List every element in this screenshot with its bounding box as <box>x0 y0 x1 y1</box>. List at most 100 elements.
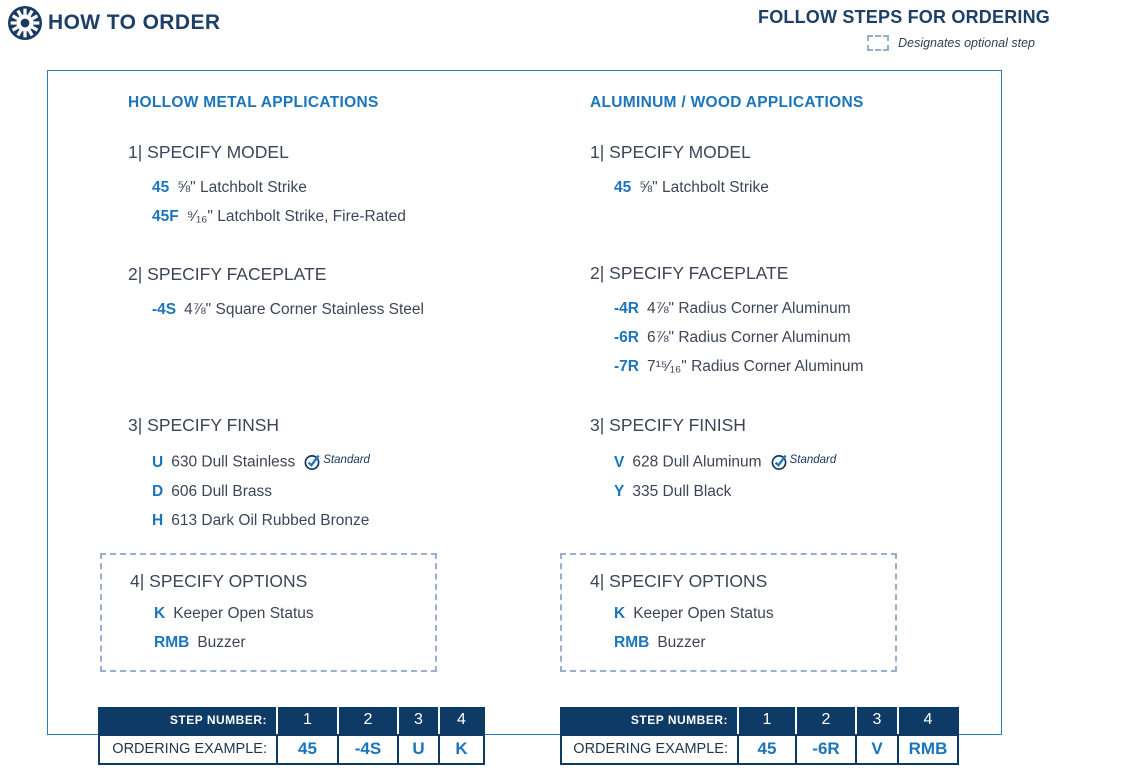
section-specify-faceplate-right: 2| SPECIFY FACEPLATE -4R 4⅞" Radius Corne… <box>590 262 863 381</box>
section-specify-model-right: 1| SPECIFY MODEL 45 ⅝" Latchbolt Strike <box>590 141 769 202</box>
finish-item: H 613 Dark Oil Rubbed Bronze <box>128 506 370 535</box>
step-number-row: STEP NUMBER: 1 2 3 4 <box>98 707 485 734</box>
ordering-example-cell: U <box>397 736 438 763</box>
standard-badge: Standard <box>303 446 370 475</box>
section-specify-faceplate-left: 2| SPECIFY FACEPLATE -4S 4⅞" Square Corne… <box>128 263 424 324</box>
section-specify-finish-right: 3| SPECIFY FINISH V 628 Dull Aluminum Stan… <box>590 414 836 506</box>
standard-label: Standard <box>323 454 370 466</box>
follow-steps-title: FOLLOW STEPS FOR ORDERING <box>758 7 1050 27</box>
item-code: -6R <box>614 329 639 346</box>
item-desc: Buzzer <box>657 634 706 651</box>
item-code: RMB <box>614 634 650 651</box>
faceplate-item: -4R 4⅞" Radius Corner Aluminum <box>590 294 863 323</box>
section-title: 1| SPECIFY MODEL <box>128 142 289 162</box>
ordering-example-cell: 45 <box>276 736 337 763</box>
option-item: RMB Buzzer <box>130 628 435 657</box>
step-number-label: STEP NUMBER: <box>630 713 728 727</box>
ordering-example-label: ORDERING EXAMPLE: <box>112 741 267 757</box>
item-code: 45F <box>152 208 179 225</box>
item-desc: 4⅞" Radius Corner Aluminum <box>646 300 851 317</box>
item-desc: 628 Dull Aluminum <box>632 453 762 471</box>
step-number-cell: 2 <box>337 707 397 734</box>
section-title: 4| SPECIFY OPTIONS <box>130 571 308 591</box>
faceplate-item: -4S 4⅞" Square Corner Stainless Steel <box>128 295 424 324</box>
ordering-table-right: STEP NUMBER: 1 2 3 4 ORDERING EXAMPLE: 4… <box>560 707 959 765</box>
header-right: FOLLOW STEPS FOR ORDERING Designates opt… <box>758 7 1050 51</box>
item-desc: Buzzer <box>197 634 246 651</box>
item-desc: 335 Dull Black <box>632 482 732 500</box>
step-number-cell: 1 <box>276 707 337 734</box>
options-box-left: 4| SPECIFY OPTIONS K Keeper Open Status R… <box>100 553 437 672</box>
section-title: 1| SPECIFY MODEL <box>590 142 751 162</box>
item-desc: ⁹⁄₁₆" Latchbolt Strike, Fire-Rated <box>186 208 406 225</box>
item-desc: Keeper Open Status <box>633 605 774 622</box>
optional-step-note: Designates optional step <box>898 36 1035 50</box>
option-item: K Keeper Open Status <box>590 599 895 628</box>
item-code: 45 <box>152 179 170 196</box>
option-item: K Keeper Open Status <box>130 599 435 628</box>
item-desc: 630 Dull Stainless <box>171 453 296 471</box>
step-number-cell: 4 <box>438 707 483 734</box>
item-code: H <box>152 511 164 529</box>
section-title: 2| SPECIFY FACEPLATE <box>590 263 789 283</box>
section-title: 3| SPECIFY FINSH <box>128 415 280 435</box>
item-code: V <box>614 453 625 471</box>
step-number-cell: 1 <box>737 707 795 734</box>
ordering-example-cell: 45 <box>737 736 795 763</box>
item-code: Y <box>614 482 625 500</box>
optional-step-icon <box>867 35 890 51</box>
section-specify-model-left: 1| SPECIFY MODEL 45 ⅝" Latchbolt Strike 4… <box>128 141 406 231</box>
column-heading-aluminum-wood: ALUMINUM / WOOD APPLICATIONS <box>590 94 864 111</box>
item-desc: ⅝" Latchbolt Strike <box>177 179 307 196</box>
section-title: 4| SPECIFY OPTIONS <box>590 571 768 591</box>
finish-item: D 606 Dull Brass <box>128 477 370 506</box>
page-title: HOW TO ORDER <box>48 11 221 34</box>
ordering-example-row: ORDERING EXAMPLE: 45 -6R V RMB <box>560 734 959 765</box>
column-heading-hollow-metal: HOLLOW METAL APPLICATIONS <box>128 94 379 111</box>
item-desc: 613 Dark Oil Rubbed Bronze <box>171 511 370 529</box>
item-code: 45 <box>614 179 632 196</box>
optional-step-legend: Designates optional step <box>758 35 1035 51</box>
item-code: D <box>152 482 164 500</box>
standard-check-icon <box>304 454 320 470</box>
step-number-cell: 3 <box>855 707 897 734</box>
faceplate-item: -6R 6⅞" Radius Corner Aluminum <box>590 323 863 352</box>
item-code: U <box>152 453 164 471</box>
standard-badge: Standard <box>770 446 837 475</box>
model-item: 45 ⅝" Latchbolt Strike <box>128 173 406 202</box>
item-desc: ⅝" Latchbolt Strike <box>639 179 769 196</box>
ordering-example-row: ORDERING EXAMPLE: 45 -4S U K <box>98 734 485 765</box>
item-code: -4R <box>614 300 639 317</box>
faceplate-item: -7R 7¹⁵⁄₁₆" Radius Corner Aluminum <box>590 352 863 381</box>
item-desc: 6⅞" Radius Corner Aluminum <box>646 329 851 346</box>
ordering-table-left: STEP NUMBER: 1 2 3 4 ORDERING EXAMPLE: 4… <box>98 707 485 765</box>
item-desc: 7¹⁵⁄₁₆" Radius Corner Aluminum <box>646 358 864 375</box>
item-code: -4S <box>152 301 177 318</box>
ordering-example-cell: -6R <box>795 736 855 763</box>
step-number-cell: 2 <box>795 707 855 734</box>
ordering-example-cell: -4S <box>337 736 397 763</box>
finish-item: Y 335 Dull Black <box>590 477 836 506</box>
ordering-example-cell: V <box>855 736 897 763</box>
step-number-row: STEP NUMBER: 1 2 3 4 <box>560 707 959 734</box>
model-item: 45F ⁹⁄₁₆" Latchbolt Strike, Fire-Rated <box>128 202 406 231</box>
item-code: K <box>614 605 626 622</box>
ordering-example-cell: K <box>438 736 483 763</box>
item-desc: Keeper Open Status <box>173 605 314 622</box>
step-number-cell: 3 <box>397 707 438 734</box>
item-code: -7R <box>614 358 639 375</box>
finish-item: U 630 Dull Stainless Standard <box>128 446 370 477</box>
item-code: RMB <box>154 634 190 651</box>
ordering-example-cell: RMB <box>897 736 957 763</box>
step-number-cell: 4 <box>897 707 957 734</box>
standard-check-icon <box>771 454 787 470</box>
item-desc: 606 Dull Brass <box>171 482 272 500</box>
ordering-example-label: ORDERING EXAMPLE: <box>573 741 728 757</box>
item-desc: 4⅞" Square Corner Stainless Steel <box>184 301 424 318</box>
model-item: 45 ⅝" Latchbolt Strike <box>590 173 769 202</box>
finish-item: V 628 Dull Aluminum Standard <box>590 446 836 477</box>
options-box-right: 4| SPECIFY OPTIONS K Keeper Open Status R… <box>560 553 897 672</box>
standard-label: Standard <box>789 454 837 466</box>
option-item: RMB Buzzer <box>590 628 895 657</box>
